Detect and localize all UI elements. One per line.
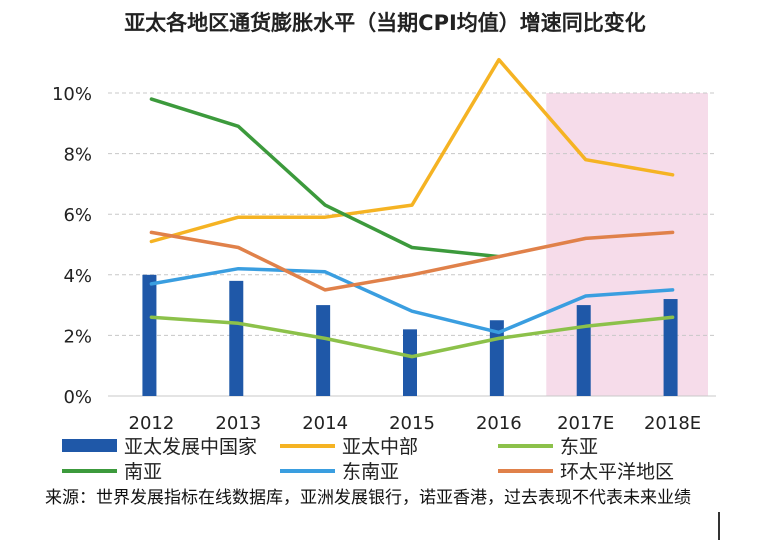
chart-title: 亚太各地区通货膨胀水平（当期CPI均值）增速同比变化	[124, 11, 646, 35]
legend-label: 南亚	[124, 461, 162, 480]
x-axis-ticks: 2012 2013 2014 2015 2016 2017E 2018E	[129, 413, 702, 434]
x-tick-label: 2018E	[644, 413, 701, 434]
legend-label: 亚太中部	[342, 436, 418, 458]
x-tick-label: 2015	[389, 413, 435, 434]
bar	[142, 274, 157, 396]
series-line	[149, 230, 675, 292]
x-tick-label: 2017E	[557, 413, 614, 434]
series-line	[149, 266, 675, 335]
forecast-shade-layer	[546, 93, 708, 396]
series-line	[149, 315, 675, 359]
x-tick-label: 2014	[302, 413, 348, 434]
y-tick-label: 8%	[63, 145, 92, 166]
y-tick-label: 2%	[63, 326, 92, 347]
y-tick-label: 4%	[63, 266, 92, 287]
y-tick-label: 0%	[63, 387, 92, 408]
forecast-shade	[546, 93, 708, 396]
x-tick-label: 2016	[476, 413, 522, 434]
legend-label: 东南亚	[342, 461, 399, 480]
bar	[576, 305, 591, 396]
bar	[316, 305, 331, 396]
bar	[403, 329, 417, 396]
bar	[229, 280, 244, 396]
x-tick-label: 2013	[215, 413, 261, 434]
chart: 亚太各地区通货膨胀水平（当期CPI均值）增速同比变化 0% 2% 4% 6% 8% 10%…	[52, 11, 716, 480]
series-line	[149, 97, 501, 259]
source-divider	[718, 512, 720, 540]
legend-label: 环太平洋地区	[560, 461, 674, 480]
bar	[663, 299, 678, 396]
x-tick-label: 2012	[129, 413, 175, 434]
y-tick-label: 10%	[52, 84, 92, 105]
legend-label: 东亚	[560, 436, 598, 458]
source-note: 来源：世界发展指标在线数据库，亚洲发展银行，诺亚香港，过去表现不代表未来业绩	[45, 488, 691, 508]
legend-swatch	[62, 439, 117, 452]
series-line	[149, 57, 675, 244]
y-axis-ticks: 0% 2% 4% 6% 8% 10%	[52, 84, 92, 408]
line-series	[149, 57, 675, 359]
legend-label: 亚太发展中国家	[124, 436, 257, 458]
y-tick-label: 6%	[63, 205, 92, 226]
